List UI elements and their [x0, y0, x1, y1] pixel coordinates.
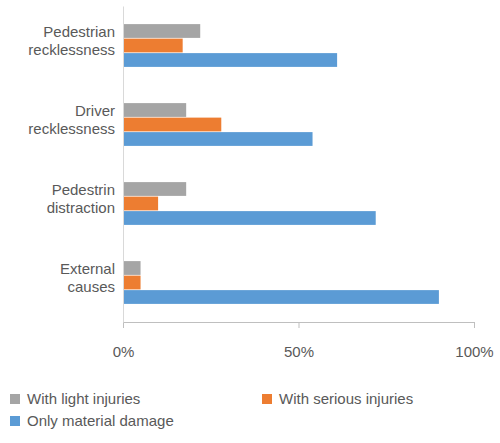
bar [123, 103, 186, 117]
legend-swatch [10, 416, 20, 426]
x-axis: 0% 50% 100% [113, 322, 494, 360]
series [123, 39, 221, 290]
tick-label: 100% [455, 343, 493, 360]
tick-label-line: External [60, 260, 115, 277]
legend-label: With light injuries [27, 390, 140, 407]
legend-label: With serious injuries [279, 390, 413, 407]
tick: 0% [113, 322, 135, 360]
legend-label: Only material damage [27, 412, 174, 429]
y-axis: PedestrianrecklessnessDriverrecklessness… [28, 7, 123, 323]
bar [123, 197, 158, 211]
legend: With light injuries With serious injuries… [10, 390, 413, 429]
tick-label: 0% [113, 343, 135, 360]
tick-mark [123, 322, 124, 328]
bar [123, 39, 183, 53]
tick-label-line: distraction [47, 199, 115, 216]
bar [123, 53, 337, 67]
tick: 100% [455, 322, 493, 360]
tick: Driverrecklessness [28, 102, 115, 137]
tick-label: Pedestrindistraction [47, 181, 115, 216]
tick-label-line: Driver [75, 102, 115, 119]
tick-label: Driverrecklessness [28, 102, 115, 137]
tick-label-line: recklessness [28, 120, 115, 137]
axis-line [123, 7, 124, 323]
tick-label-line: causes [67, 278, 115, 295]
chart: 0%50%100%PedestrianrecklessnessDriverrec… [0, 0, 500, 443]
tick-label: Pedestrianrecklessness [28, 23, 115, 58]
bars [123, 24, 439, 304]
tick-mark [474, 322, 475, 328]
legend-swatch [10, 394, 20, 404]
legend-item: With light injuries [10, 390, 140, 407]
legend-item: With serious injuries [262, 390, 413, 407]
axis-line [124, 323, 475, 329]
bar [123, 276, 141, 290]
bar [123, 290, 439, 304]
tick: Externalcauses [60, 260, 115, 295]
tick: Pedestrindistraction [47, 181, 115, 216]
series [123, 53, 439, 304]
tick: 50% [284, 322, 314, 360]
bar [123, 132, 313, 146]
bar [123, 182, 186, 196]
tick: Pedestrianrecklessness [28, 23, 115, 58]
tick-mark [299, 322, 300, 328]
tick-label: 50% [284, 343, 314, 360]
bar [123, 118, 221, 132]
legend-item: Only material damage [10, 412, 174, 429]
tick-label-line: Pedestrian [43, 23, 115, 40]
bar [123, 211, 376, 225]
bar [123, 261, 141, 275]
tick-label: Externalcauses [60, 260, 115, 295]
legend-swatch [262, 394, 272, 404]
tick-label-line: recklessness [28, 41, 115, 58]
plot: 0%50%100%PedestrianrecklessnessDriverrec… [28, 7, 493, 360]
tick-label-line: Pedestrin [52, 181, 115, 198]
bar [123, 24, 200, 38]
